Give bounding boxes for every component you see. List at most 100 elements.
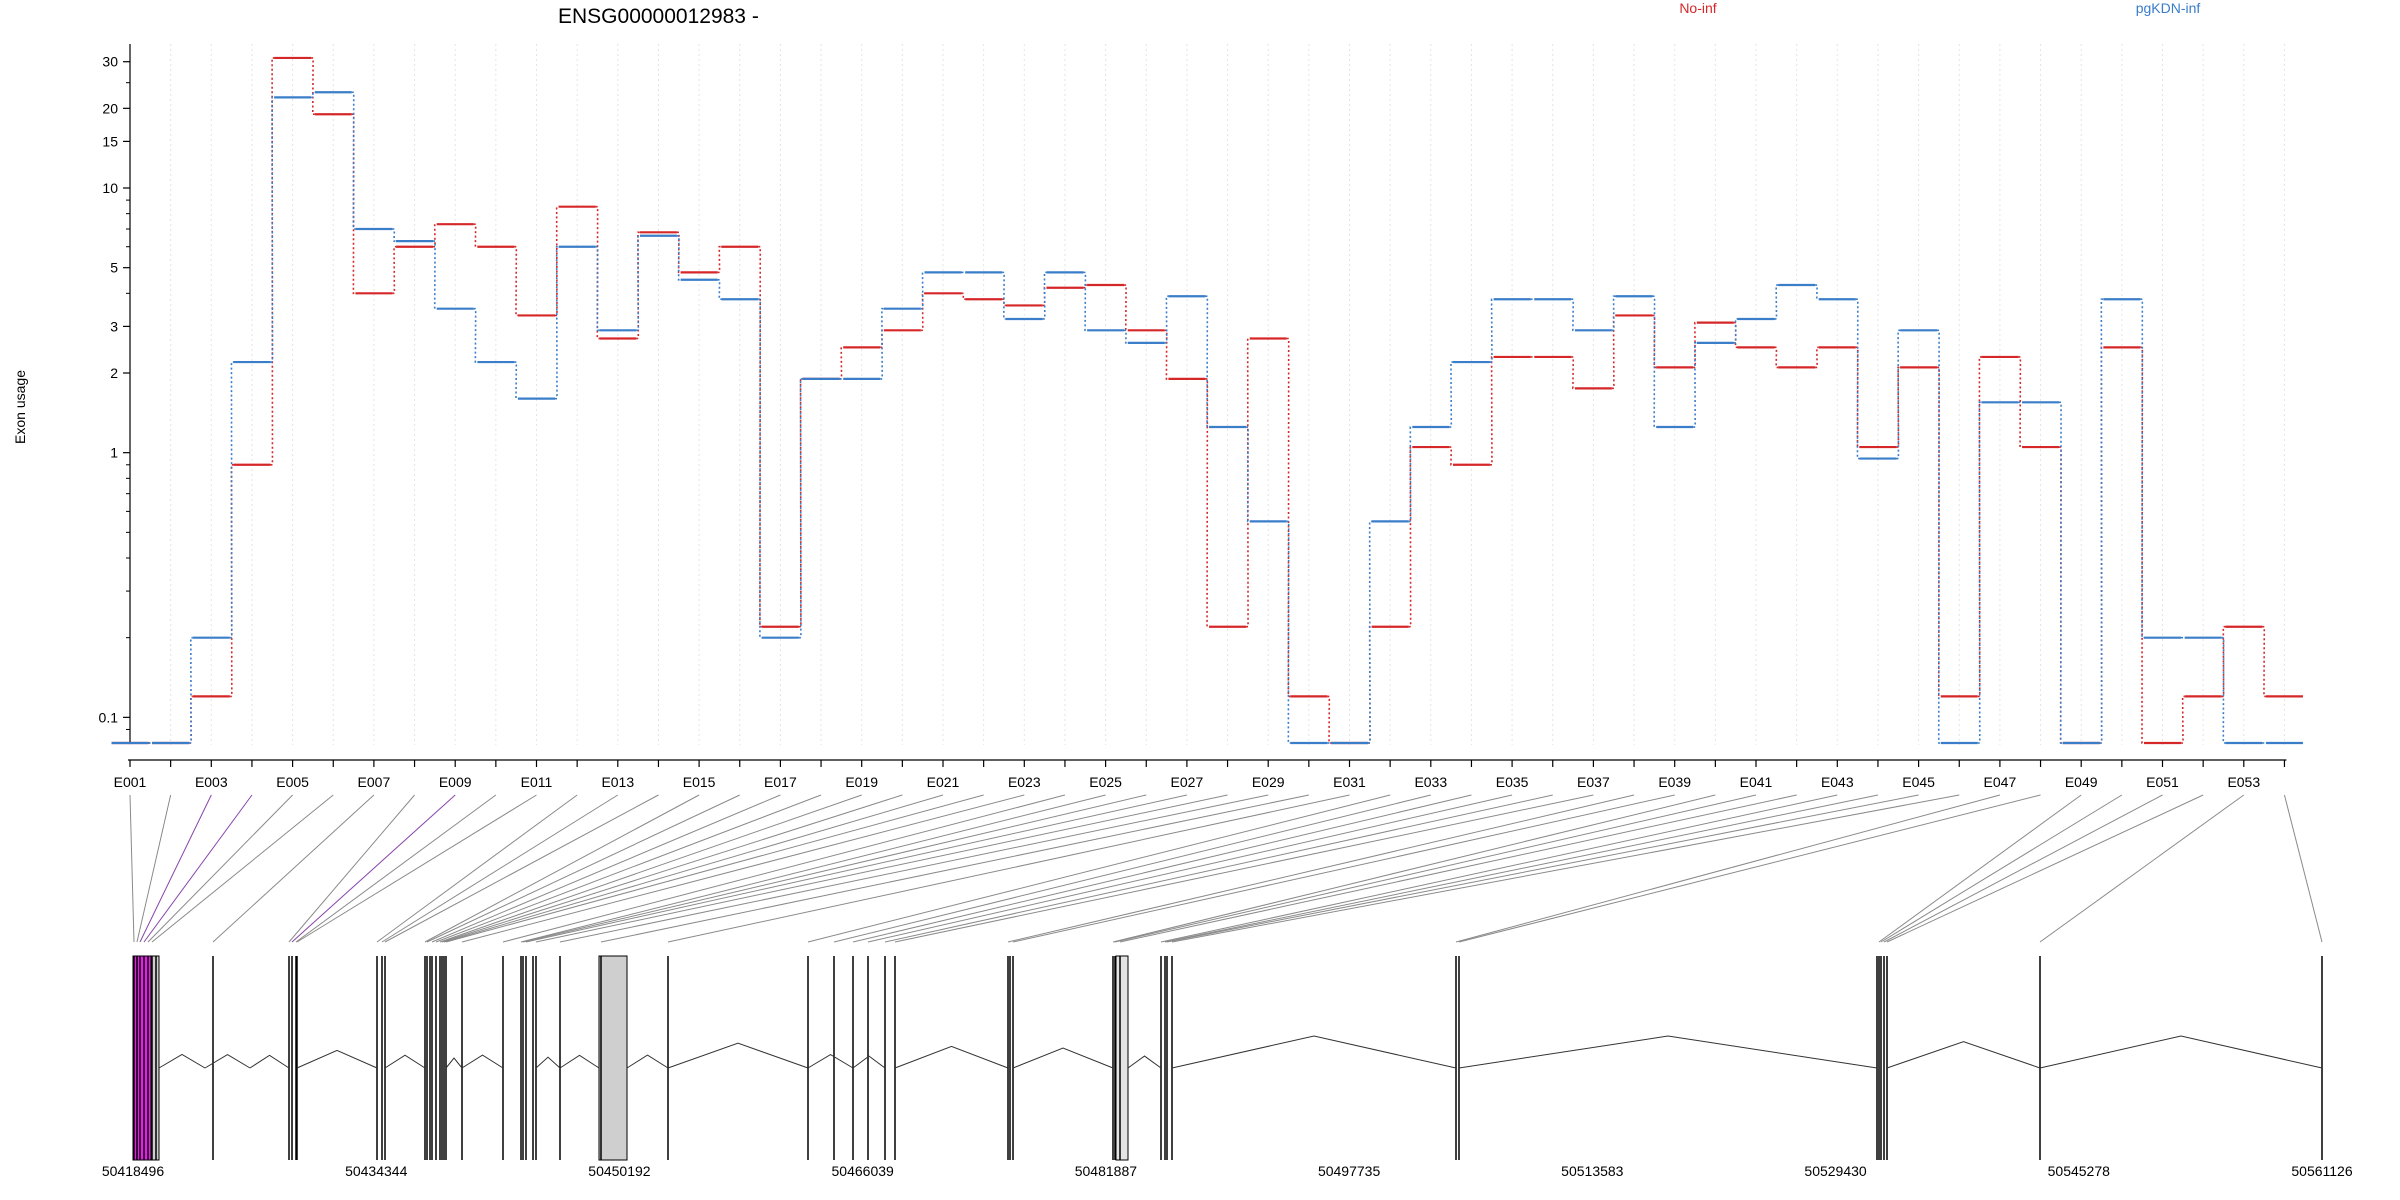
series-connector	[473, 223, 478, 248]
intron-line	[667, 1042, 809, 1069]
x-tick-label: E029	[1252, 774, 1285, 790]
series-connector	[311, 91, 315, 99]
series-connector	[758, 245, 762, 628]
exon-connector-line	[376, 794, 578, 943]
exon-box	[598, 955, 628, 1161]
exon-connector-line	[522, 794, 1147, 943]
exon-connector-line	[1880, 794, 2123, 943]
series-connector	[880, 307, 884, 380]
series-connector	[1246, 337, 1250, 628]
exon-connector-line	[525, 794, 1188, 943]
exon-connector-line	[1171, 794, 1960, 943]
series-connector	[311, 57, 315, 116]
exon-connector-line	[2039, 794, 2245, 943]
series-connector	[2018, 356, 2023, 448]
exon-connector-line	[1886, 794, 2204, 943]
intron-line	[807, 1054, 854, 1069]
intron-line	[445, 1057, 463, 1069]
x-tick-label: E011	[521, 774, 553, 790]
genomic-coordinate-label: 50561126	[2291, 1163, 2352, 1179]
y-tick-label: 5	[110, 260, 118, 276]
exon-connector-line	[1012, 794, 1675, 943]
genomic-coordinate-label: 50529430	[1804, 1163, 1867, 1179]
y-tick-label: 0.1	[99, 709, 119, 725]
exon-connector-line	[431, 794, 781, 943]
intron-line	[1458, 1035, 1878, 1069]
exon-connector-line	[852, 794, 1472, 943]
series-connector	[1286, 520, 1291, 744]
series-connector	[920, 271, 925, 310]
intron-line	[204, 1054, 251, 1069]
exon-connector-line	[502, 794, 1066, 943]
genomic-coordinate-label: 50497735	[1318, 1163, 1381, 1179]
series-connector	[514, 361, 518, 400]
series-connector	[1042, 271, 1047, 320]
intron-line	[626, 1054, 669, 1069]
exon-connector-line	[443, 794, 944, 943]
x-tick-label: E027	[1171, 774, 1204, 790]
intron-line	[296, 1049, 378, 1069]
legend-label-no-inf: No-inf	[1679, 0, 1716, 16]
series-connector	[1815, 284, 1819, 301]
exon-connectors	[129, 794, 2323, 943]
x-tick-label: E021	[927, 774, 960, 790]
x-tick-label: E043	[1821, 774, 1854, 790]
genomic-coordinate-label: 50545278	[2048, 1163, 2111, 1179]
series-connector	[1489, 298, 1494, 363]
y-tick-label: 2	[110, 365, 118, 381]
x-tick-label: E005	[276, 774, 309, 790]
genomic-coordinate-label: 50434344	[345, 1163, 408, 1179]
exon-connector-line	[424, 794, 700, 943]
x-tick-label: E013	[601, 774, 634, 790]
y-tick-label: 20	[102, 100, 118, 116]
series-connector	[1246, 426, 1250, 523]
series-connector	[1652, 314, 1657, 369]
series-connector	[351, 91, 356, 230]
series-connector	[1002, 271, 1006, 320]
exon-box	[1115, 955, 1129, 1161]
y-tick-label: 10	[102, 180, 118, 196]
exon-connector-line	[439, 794, 862, 943]
exon-connector-line	[435, 794, 822, 943]
exon-connector-line	[139, 794, 212, 943]
series-connector	[2140, 298, 2144, 639]
series-connector	[1855, 346, 1860, 448]
series-connector	[636, 234, 640, 332]
x-tick-label: E045	[1902, 774, 1935, 790]
intron-line	[535, 1056, 561, 1069]
genomic-coordinate-label: 50513583	[1561, 1163, 1624, 1179]
x-tick-label: E007	[358, 774, 391, 790]
exon-connector-line	[441, 794, 903, 943]
series-connector	[1368, 520, 1372, 744]
exon-connector-line	[1455, 794, 2001, 943]
intron-line	[1127, 1055, 1162, 1069]
x-tick-label: E037	[1577, 774, 1610, 790]
legend-label-pgkdn-inf: pgKDN-inf	[2136, 0, 2201, 16]
series-pgkdn-inf	[111, 91, 2303, 745]
y-tick-label: 15	[102, 133, 118, 149]
series-connector	[1489, 356, 1494, 466]
exon-connector-line	[426, 794, 740, 943]
series-connector	[270, 96, 275, 363]
series-connector	[189, 636, 193, 744]
x-tick-label: E051	[2146, 774, 2179, 790]
exon-connector-line	[1883, 794, 2163, 943]
exon-connector-line	[520, 794, 1106, 943]
exon-connector-line	[461, 794, 1025, 943]
grid-lines	[129, 44, 2285, 745]
exon-connector-line	[212, 794, 375, 943]
exon-connector-line	[1164, 794, 1879, 943]
exon-connector-line	[807, 794, 1391, 943]
intron-line	[1171, 1035, 1457, 1069]
series-connector	[1815, 346, 1819, 369]
exon-connector-line	[1119, 794, 1797, 943]
series-connector	[270, 57, 275, 466]
exon-connector-line	[600, 794, 1309, 943]
series-connector	[433, 223, 437, 248]
x-tick-label: E033	[1414, 774, 1447, 790]
genomic-coordinate-label: 50418496	[102, 1163, 165, 1179]
series-no-inf	[111, 56, 2303, 745]
series-connector	[1449, 361, 1453, 428]
series-connector	[1977, 401, 1982, 744]
